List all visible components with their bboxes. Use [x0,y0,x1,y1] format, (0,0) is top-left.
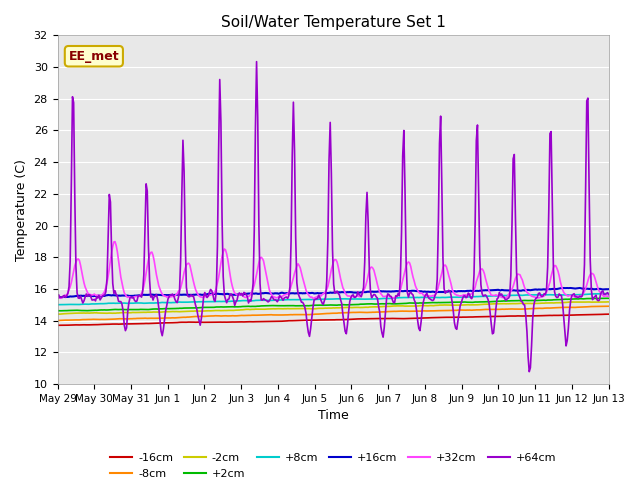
-2cm [287,306,295,312]
+32cm [227,272,234,278]
-16cm [287,318,295,324]
-8cm [286,312,294,318]
-2cm [56,311,63,317]
-16cm [390,316,397,322]
+16cm [560,285,568,291]
-8cm [459,307,467,313]
+8cm [362,296,370,302]
+2cm [54,308,61,314]
-2cm [604,299,611,305]
+8cm [554,292,562,298]
-16cm [556,312,563,318]
+32cm [54,294,61,300]
+16cm [54,294,61,300]
+2cm [388,301,396,307]
-16cm [54,323,61,328]
+16cm [227,292,234,298]
Line: +8cm: +8cm [58,294,609,305]
+32cm [364,272,372,278]
+64cm [390,300,397,306]
+8cm [54,302,61,308]
+64cm [556,292,564,298]
-2cm [363,304,371,310]
-8cm [54,318,61,324]
+16cm [287,290,295,296]
-8cm [554,305,562,311]
-8cm [362,310,370,315]
+16cm [363,289,371,295]
-8cm [605,303,612,309]
+64cm [287,238,295,244]
+64cm [605,292,612,298]
+64cm [363,190,371,195]
+2cm [459,299,467,305]
+2cm [286,303,294,309]
Line: -2cm: -2cm [58,302,609,314]
+16cm [605,286,612,292]
-2cm [54,311,61,317]
+32cm [605,294,612,300]
-2cm [390,303,397,309]
+32cm [309,296,317,301]
+64cm [525,369,533,374]
+8cm [286,297,294,302]
+16cm [556,286,563,291]
Text: EE_met: EE_met [68,50,119,63]
+8cm [459,294,467,300]
Y-axis label: Temperature (C): Temperature (C) [15,159,28,261]
-2cm [227,308,234,313]
+32cm [287,283,295,289]
+2cm [362,301,370,307]
+64cm [225,296,233,302]
+8cm [225,299,233,304]
Title: Soil/Water Temperature Set 1: Soil/Water Temperature Set 1 [221,15,445,30]
+64cm [253,59,260,64]
-16cm [227,319,234,325]
+32cm [391,295,399,300]
+8cm [605,291,612,297]
Line: +2cm: +2cm [58,298,609,311]
+16cm [460,288,467,294]
-16cm [363,316,371,322]
+2cm [225,304,233,310]
+2cm [604,295,611,301]
-16cm [605,311,612,317]
+2cm [605,296,612,301]
+16cm [57,294,65,300]
Line: +64cm: +64cm [58,61,609,372]
+32cm [556,279,564,285]
+32cm [111,239,119,245]
+16cm [390,288,397,294]
-16cm [55,323,63,328]
Legend: -16cm, -8cm, -2cm, +2cm, +8cm, +16cm, +32cm, +64cm: -16cm, -8cm, -2cm, +2cm, +8cm, +16cm, +3… [106,449,560,480]
Line: +32cm: +32cm [58,242,609,299]
Line: -16cm: -16cm [58,314,609,325]
+32cm [461,292,468,298]
X-axis label: Time: Time [317,409,348,422]
+64cm [460,293,467,299]
Line: +16cm: +16cm [58,288,609,297]
-2cm [605,299,612,305]
+64cm [54,293,61,299]
-8cm [225,313,233,319]
+2cm [554,297,562,302]
-2cm [556,300,563,306]
-2cm [460,302,467,308]
+8cm [388,295,396,301]
Line: -8cm: -8cm [58,306,609,321]
-8cm [388,309,396,314]
-16cm [460,314,467,320]
